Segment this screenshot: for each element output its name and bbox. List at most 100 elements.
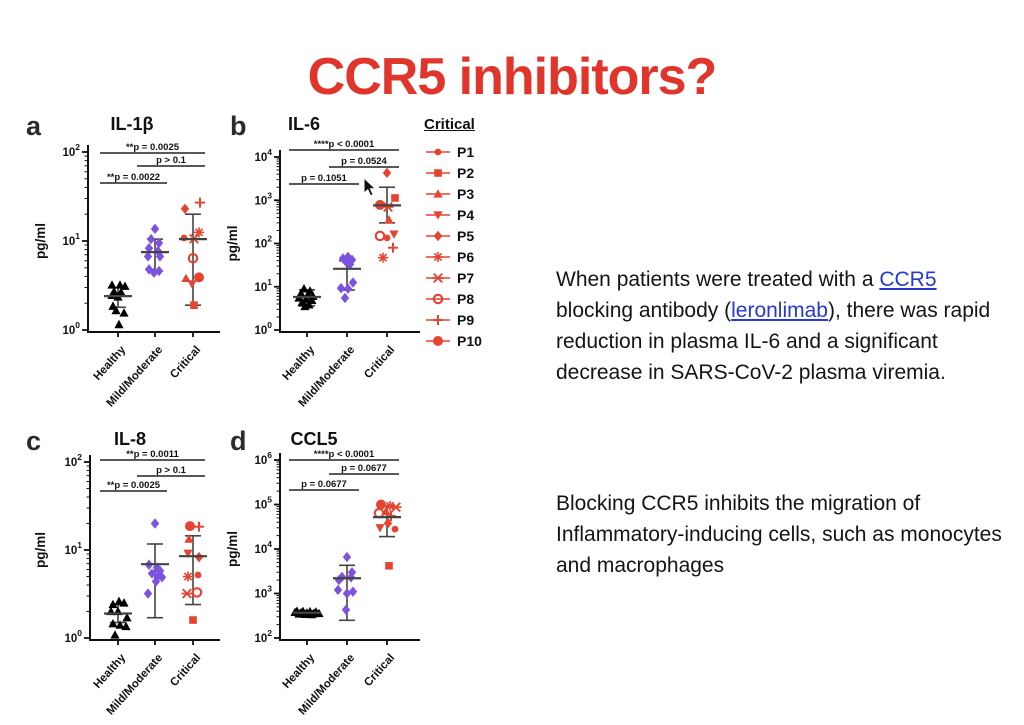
y-tick-label: 106 — [254, 450, 272, 467]
y-tick-label: 102 — [64, 452, 82, 469]
data-point-healthy — [108, 599, 118, 609]
legend-item-p3: P3 — [424, 183, 482, 204]
circle-small-icon — [434, 148, 442, 155]
legend-item-label: P9 — [457, 311, 475, 328]
data-point-healthy — [110, 630, 120, 639]
panel-title: CCL5 — [290, 429, 337, 449]
significance-label: **p = 0.0022 — [107, 172, 160, 183]
ccr5-link[interactable]: CCR5 — [879, 268, 937, 291]
legend-item-p1: P1 — [424, 141, 482, 162]
data-point-healthy — [114, 319, 124, 329]
data-point-mild-moderate — [341, 604, 351, 616]
x-category-label: Healthy — [92, 652, 129, 691]
data-point-P10 — [185, 521, 195, 532]
significance-label: p = 0.0524 — [341, 156, 387, 167]
data-point-healthy — [119, 598, 129, 607]
diamond-icon — [433, 230, 443, 241]
data-point-P7 — [382, 201, 394, 213]
data-point-healthy — [121, 621, 131, 631]
data-point-P8 — [374, 230, 386, 242]
data-point-mild-moderate — [155, 251, 165, 262]
legend-item-label: P3 — [457, 185, 475, 202]
data-point-P10 — [194, 272, 204, 283]
x-star-icon — [432, 272, 444, 283]
circle-large-icon — [433, 335, 443, 346]
leronlimab-link[interactable]: leronlimab — [731, 299, 828, 323]
legend-item-p7: P7 — [424, 267, 482, 288]
y-axis-label: pg/ml — [33, 223, 48, 259]
significance-label: p = 0.1051 — [301, 173, 347, 184]
legend-item-label: P6 — [457, 248, 475, 265]
x-category-label: Critical — [362, 344, 397, 381]
data-point-P4 — [375, 524, 385, 533]
data-point-P7 — [390, 502, 402, 513]
data-point-mild-moderate — [157, 572, 167, 583]
legend-item-p4: P4 — [424, 204, 482, 225]
significance-label: **p = 0.0011 — [126, 449, 179, 460]
y-tick-label: 101 — [254, 277, 272, 294]
data-point-P10 — [376, 499, 386, 510]
data-point-P9 — [194, 521, 204, 532]
x-category-label: Critical — [168, 652, 203, 689]
y-tick-label: 104 — [254, 147, 272, 164]
legend-item-label: P5 — [457, 227, 475, 244]
chart-panel-ccl5: d CCL5102103104105106pg/mlHealthyMild/Mod… — [225, 426, 420, 717]
plus-icon — [433, 314, 443, 325]
data-point-P4 — [187, 280, 197, 289]
line — [391, 502, 401, 513]
data-point-mild-moderate — [147, 568, 157, 579]
legend-item-p5: P5 — [424, 225, 482, 246]
y-tick-label: 102 — [254, 628, 272, 645]
data-point-P1 — [383, 234, 391, 242]
data-point-P3 — [184, 534, 194, 543]
data-point-P8 — [191, 587, 203, 598]
data-point-healthy — [122, 612, 132, 622]
data-point-mild-moderate — [343, 283, 353, 294]
data-point-healthy — [301, 294, 311, 303]
legend-item-label: P2 — [457, 164, 475, 181]
legend-items: P1 P2 P3 P4 P5 P6 P7 P8 P9 P10 — [424, 141, 482, 351]
data-point-healthy — [115, 620, 125, 629]
asterisk-icon — [426, 251, 450, 262]
diamond-icon — [426, 230, 450, 241]
data-point-healthy — [107, 280, 117, 289]
legend-item-label: P4 — [457, 206, 475, 223]
x-category-label: Healthy — [281, 652, 318, 691]
square-icon — [434, 168, 442, 177]
y-tick-label: 103 — [254, 190, 272, 207]
legend-item-p2: P2 — [424, 162, 482, 183]
legend-item-p8: P8 — [424, 288, 482, 309]
circle-small-icon — [426, 148, 450, 155]
circle-open-icon — [426, 293, 450, 304]
data-point-mild-moderate — [333, 584, 343, 596]
significance-label: **p = 0.0025 — [107, 480, 161, 491]
triangle-up-icon — [426, 188, 450, 198]
data-point-mild-moderate — [153, 570, 163, 581]
y-tick-label: 101 — [62, 231, 80, 248]
data-point-mild-moderate — [144, 243, 154, 254]
data-point-P6 — [194, 227, 204, 238]
circle-large-icon — [426, 335, 450, 346]
y-axis-label: pg/ml — [225, 226, 240, 262]
asterisk-icon — [433, 251, 443, 262]
data-point-P3 — [181, 273, 191, 282]
y-tick-label: 102 — [62, 142, 80, 159]
circle-open-icon — [432, 293, 444, 304]
data-point-mild-moderate — [151, 576, 161, 587]
panel-letter: b — [230, 111, 247, 141]
legend-item-label: P7 — [457, 269, 475, 286]
data-point-healthy — [120, 281, 130, 290]
data-point-mild-moderate — [345, 259, 355, 270]
legend-item-p10: P10 — [424, 330, 482, 351]
paragraph-text: Blocking CCR5 inhibits the migration of … — [556, 492, 1002, 578]
data-point-P2 — [385, 561, 393, 570]
data-point-mild-moderate — [143, 251, 153, 262]
paragraph-blocking: Blocking CCR5 inhibits the migration of … — [556, 488, 1011, 581]
data-point-P8 — [187, 252, 199, 264]
x-category-label: Healthy — [92, 344, 129, 383]
x-category-label: Healthy — [281, 344, 318, 383]
triangle-up-icon — [433, 188, 443, 198]
legend-item-label: P10 — [457, 332, 482, 349]
